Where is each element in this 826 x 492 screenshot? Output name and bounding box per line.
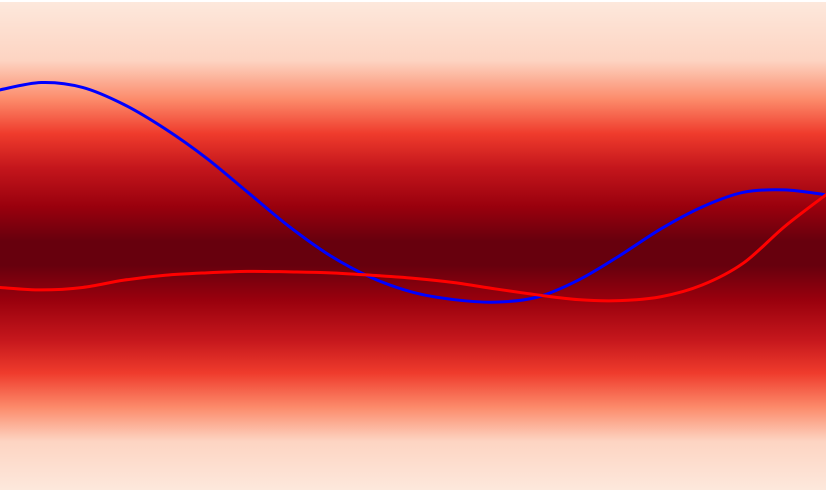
series-line-1 [0,80,826,304]
series-line-2 [0,193,826,303]
series-layer [0,80,826,304]
